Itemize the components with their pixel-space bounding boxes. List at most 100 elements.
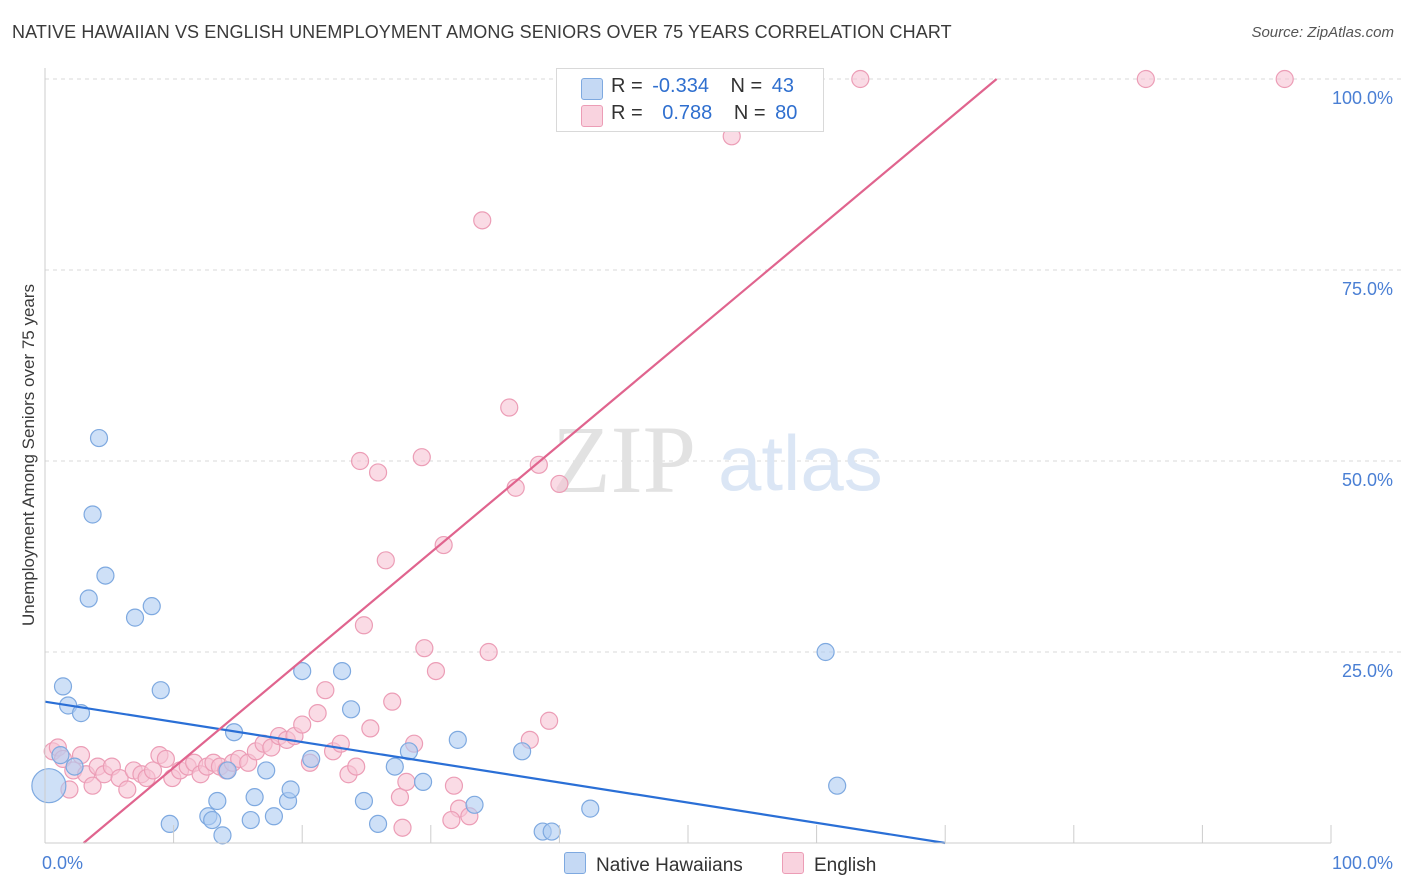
grid-layer bbox=[45, 78, 1401, 653]
legend-n-label: N = bbox=[730, 75, 763, 97]
native-hawaiian-point bbox=[65, 757, 84, 776]
english-point bbox=[350, 451, 370, 471]
legend-swatch-blue bbox=[581, 78, 603, 100]
native-hawaiian-point bbox=[341, 700, 361, 719]
native-hawaiian-point bbox=[513, 742, 532, 761]
english-point bbox=[316, 681, 335, 700]
english-point bbox=[390, 788, 410, 807]
english-point bbox=[1136, 69, 1155, 89]
english-point bbox=[383, 692, 402, 711]
legend-r-value: 0.788 bbox=[662, 102, 713, 124]
watermark-atlas: atlas bbox=[718, 419, 883, 507]
english-point bbox=[434, 535, 453, 555]
native-hawaiian-point bbox=[302, 749, 321, 769]
native-hawaiian-point bbox=[448, 730, 467, 749]
native-hawaiian-point bbox=[53, 677, 73, 696]
native-hawaiian-point bbox=[203, 810, 222, 830]
native-hawaiian-point bbox=[89, 428, 109, 448]
native-hawaiian-point bbox=[96, 566, 115, 585]
native-hawaiian-point bbox=[281, 780, 300, 799]
native-hawaiian-point bbox=[31, 768, 67, 804]
english-point bbox=[368, 463, 388, 482]
native-hawaiian-point bbox=[413, 772, 433, 791]
correlation-legend: R = -0.334 N = 43 R = 0.788 N = 80 bbox=[556, 68, 824, 132]
english-point bbox=[293, 715, 312, 734]
native-hawaiian-point bbox=[332, 661, 352, 681]
legend-r-label: R = bbox=[611, 75, 643, 97]
native-hawaiian-point bbox=[51, 746, 70, 765]
english-point bbox=[412, 448, 431, 467]
y-tick-label: 100.0% bbox=[1332, 88, 1393, 108]
english-point bbox=[442, 810, 461, 830]
bottom-legend-swatch-pink bbox=[782, 852, 804, 874]
y-axis-label: Unemployment Among Seniors over 75 years bbox=[19, 284, 38, 626]
bottom-legend-swatch-blue bbox=[564, 852, 586, 874]
english-point bbox=[143, 761, 163, 780]
native-hawaiian-point bbox=[125, 608, 145, 627]
native-hawaiian-point bbox=[264, 807, 284, 826]
english-point bbox=[83, 776, 102, 795]
legend-swatch-pink bbox=[581, 105, 603, 127]
native-hawaiian-point bbox=[368, 814, 388, 834]
legend-r-value: -0.334 bbox=[652, 75, 709, 97]
english-point bbox=[393, 818, 412, 837]
english-point bbox=[308, 704, 327, 723]
bottom-legend-label: English bbox=[814, 855, 877, 876]
english-point bbox=[397, 772, 416, 791]
native-hawaiian-point bbox=[79, 589, 98, 608]
native-hawaiian-point bbox=[208, 791, 227, 811]
x-tick-label-min: 0.0% bbox=[42, 853, 83, 873]
legend-n-value: 80 bbox=[775, 102, 798, 124]
watermark-zip: ZIP bbox=[552, 406, 696, 513]
english-point bbox=[347, 757, 366, 776]
native-hawaiian-point bbox=[241, 810, 260, 830]
english-point bbox=[426, 661, 446, 681]
native-hawaiian-point bbox=[245, 788, 264, 807]
native-hawaiian-point bbox=[151, 681, 170, 700]
english-point bbox=[156, 749, 175, 769]
native-hawaiian-point bbox=[828, 776, 847, 795]
english-point bbox=[118, 780, 137, 799]
x-tick-label-max: 100.0% bbox=[1332, 853, 1393, 873]
native-hawaiian-point bbox=[160, 814, 179, 834]
bottom-legend-english: English bbox=[782, 852, 876, 877]
native-hawaiian-point bbox=[257, 761, 276, 780]
bottom-legend-native-hawaiians: Native Hawaiians bbox=[564, 852, 743, 877]
native-hawaiian-point bbox=[83, 505, 102, 524]
english-point bbox=[376, 551, 395, 570]
source-credit: Source: ZipAtlas.com bbox=[1251, 24, 1394, 41]
bottom-legend-label: Native Hawaiians bbox=[596, 855, 743, 876]
english-point bbox=[540, 711, 559, 730]
native-hawaiian-point bbox=[293, 661, 312, 681]
legend-r-label: R = bbox=[611, 102, 643, 124]
english-point bbox=[361, 719, 380, 738]
english-point bbox=[1275, 69, 1294, 89]
y-tick-label: 75.0% bbox=[1342, 279, 1393, 299]
english-point bbox=[529, 455, 548, 474]
y-tick-label: 25.0% bbox=[1342, 661, 1393, 681]
english-point bbox=[851, 69, 870, 89]
watermark: ZIP atlas bbox=[552, 406, 883, 513]
native-hawaiian-point bbox=[218, 761, 237, 780]
native-hawaiian-point bbox=[213, 826, 232, 845]
native-hawaiian-point bbox=[465, 795, 484, 814]
english-point bbox=[444, 776, 464, 795]
native-hawaiian-point bbox=[142, 597, 161, 616]
english-point bbox=[500, 398, 519, 417]
english-point bbox=[354, 616, 374, 635]
y-tick-label: 50.0% bbox=[1342, 470, 1393, 490]
native-hawaiian-point bbox=[581, 799, 600, 818]
english-point bbox=[479, 642, 498, 662]
native-hawaiian-point bbox=[816, 642, 835, 662]
native-hawaiian-trend-line bbox=[44, 700, 946, 845]
legend-n-label: N = bbox=[733, 102, 766, 124]
english-point bbox=[415, 639, 434, 658]
native-hawaiian-point bbox=[354, 791, 374, 811]
english-point bbox=[473, 211, 492, 230]
trend-layer bbox=[44, 78, 998, 845]
english-trend-line bbox=[82, 78, 998, 844]
axis-layer: 25.0% 50.0% 75.0% 100.0% 0.0% 100.0% bbox=[42, 68, 1393, 873]
legend-n-value: 43 bbox=[771, 75, 795, 97]
native-hawaiian-point bbox=[385, 757, 404, 776]
